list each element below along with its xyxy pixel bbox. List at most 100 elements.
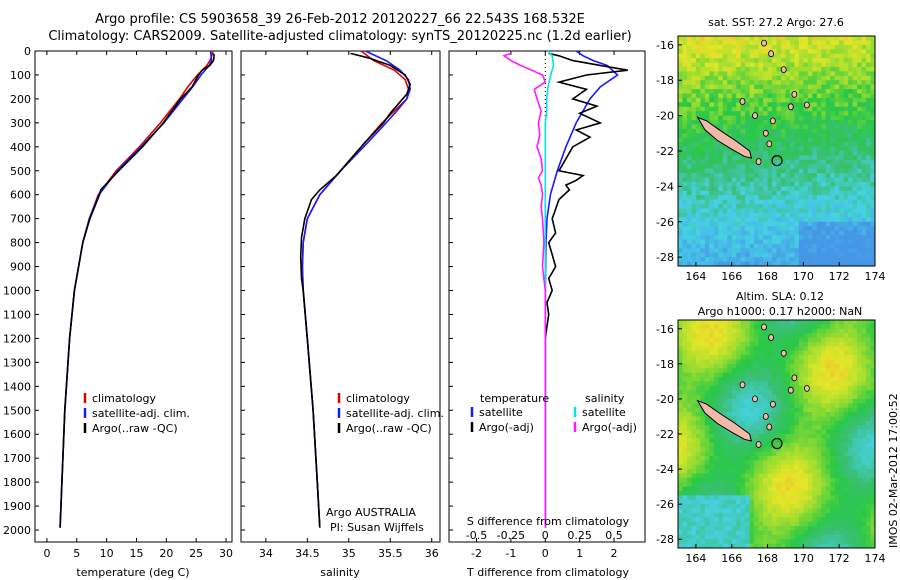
- map-cell: [870, 464, 876, 470]
- map-cell: [736, 390, 742, 395]
- map-cell: [780, 75, 786, 81]
- map-cell: [731, 155, 737, 161]
- island-small: [752, 112, 758, 119]
- map-cell: [718, 543, 724, 549]
- map-cell: [852, 377, 858, 382]
- map-cell: [830, 346, 836, 352]
- map-cell: [821, 80, 827, 86]
- map-cell: [740, 261, 746, 267]
- map-cell: [870, 159, 876, 165]
- map-cell: [763, 75, 768, 81]
- map-cell: [713, 539, 719, 545]
- map-cell: [700, 221, 706, 227]
- map-cell: [745, 190, 751, 196]
- map-cell: [704, 341, 710, 347]
- map-cell: [686, 534, 692, 540]
- map-cell: [686, 66, 692, 72]
- map-cell: [682, 243, 688, 249]
- map-cell: [686, 350, 692, 356]
- map-cell: [812, 190, 818, 196]
- map-cell: [749, 337, 755, 343]
- map-cell: [812, 120, 818, 125]
- map-cell: [834, 390, 840, 395]
- map-cell: [794, 526, 800, 531]
- map-cell: [798, 124, 804, 130]
- map-cell: [727, 89, 733, 94]
- map-cell: [700, 62, 706, 68]
- map-cell: [754, 460, 759, 466]
- map-cell: [722, 328, 728, 334]
- map-cell: [803, 186, 809, 192]
- map-cell: [843, 173, 849, 178]
- map-cell: [785, 517, 791, 523]
- map-cell: [713, 403, 719, 409]
- map-cell: [816, 226, 822, 232]
- map-cell: [758, 75, 764, 81]
- map-cell: [803, 359, 809, 365]
- map-cell: [861, 75, 867, 81]
- map-cell: [700, 128, 706, 134]
- map-cell: [830, 159, 836, 165]
- map-cell: [691, 477, 697, 483]
- map-cell: [861, 151, 867, 156]
- map-cell: [852, 252, 858, 258]
- map-cell: [754, 53, 759, 59]
- map-cell: [807, 491, 813, 496]
- map-cell: [839, 257, 845, 262]
- map-cell: [785, 102, 791, 108]
- map-cell: [812, 49, 818, 55]
- map-cell: [695, 66, 701, 72]
- map-cell: [678, 455, 683, 461]
- map-cell: [709, 115, 715, 121]
- map-cell: [745, 517, 751, 523]
- map-cell: [803, 226, 809, 232]
- map-cell: [807, 230, 813, 236]
- map-cell: [700, 486, 706, 492]
- map-cell: [678, 221, 683, 227]
- map-cell: [794, 49, 800, 55]
- map-cell: [772, 394, 777, 400]
- map-cell: [834, 333, 840, 338]
- map-cell: [803, 80, 809, 86]
- map-cell: [852, 102, 858, 108]
- map-cell: [843, 49, 849, 55]
- map-cell: [754, 469, 759, 474]
- map-cell: [794, 248, 800, 254]
- y-tick-label: 500: [10, 165, 31, 178]
- map-cell: [825, 97, 831, 103]
- map-cell: [727, 257, 733, 262]
- map-cell: [866, 320, 871, 325]
- map-cell: [825, 512, 831, 518]
- map-cell: [794, 477, 800, 483]
- map-cell: [722, 221, 728, 227]
- map-cell: [807, 93, 813, 99]
- map-cell: [678, 128, 683, 134]
- map-cell: [718, 217, 724, 223]
- map-cell: [722, 486, 728, 492]
- map-cell: [825, 420, 831, 426]
- map-cell: [798, 177, 804, 183]
- map-cell: [686, 190, 692, 196]
- map-cell: [736, 257, 742, 262]
- map-cell: [763, 320, 768, 325]
- map-cell: [758, 381, 764, 387]
- map-x-tick-label: 170: [793, 270, 814, 283]
- y-tick-label: 200: [10, 93, 31, 106]
- map-cell: [736, 517, 742, 523]
- map-cell: [763, 377, 768, 382]
- map-cell: [704, 429, 710, 435]
- map-cell: [812, 363, 818, 369]
- map-cell: [794, 102, 800, 108]
- map-cell: [794, 394, 800, 400]
- map-cell: [709, 93, 715, 99]
- map-cell: [767, 412, 773, 417]
- map-cell: [727, 124, 733, 130]
- map-cell: [678, 168, 683, 174]
- map-cell: [745, 97, 751, 103]
- map-cell: [754, 257, 759, 262]
- map-cell: [776, 473, 782, 479]
- map-cell: [722, 155, 728, 161]
- map-cell: [789, 120, 795, 125]
- map-cell: [695, 106, 701, 112]
- map-cell: [848, 412, 854, 417]
